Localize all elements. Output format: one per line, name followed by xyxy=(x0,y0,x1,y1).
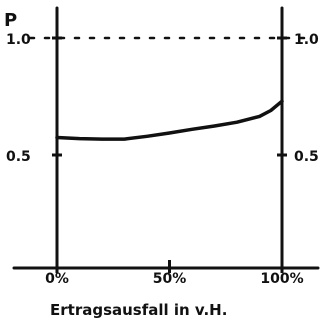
y-axis-label: P xyxy=(4,10,17,31)
x-axis-label: Ertragsausfall in v.H. xyxy=(50,301,227,319)
x-tick-label-100: 100% xyxy=(260,271,303,287)
x-tick-label-0: 0% xyxy=(45,271,69,287)
y-tick-label-left-1.0: 1.0 xyxy=(6,32,31,48)
y-tick-label-right-0.5: 0.5 xyxy=(294,149,319,165)
x-tick-label-50: 50% xyxy=(153,271,187,287)
y-tick-label-right-1.0: 1.0 xyxy=(294,32,319,48)
y-tick-label-left-0.5: 0.5 xyxy=(6,149,31,165)
series-line-0 xyxy=(55,99,284,141)
